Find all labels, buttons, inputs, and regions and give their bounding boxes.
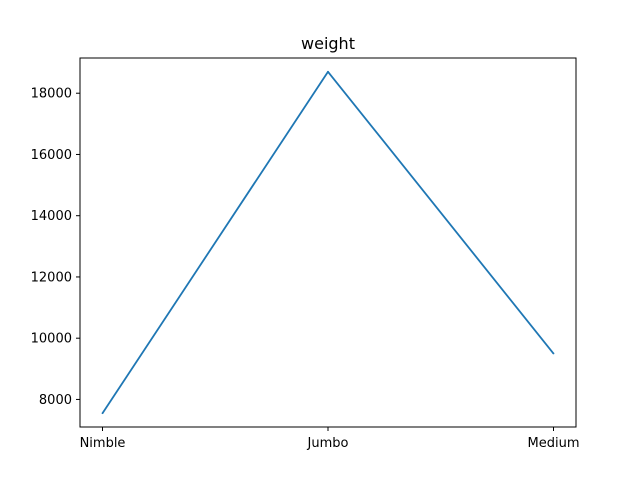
series-layer — [101, 70, 555, 415]
x-tick-label: Medium — [528, 436, 580, 451]
x-tick-label: Nimble — [80, 436, 126, 451]
y-tick-label: 8000 — [39, 393, 72, 408]
y-axis: 8000 10000 12000 14000 16000 18000 — [31, 87, 80, 408]
plot-area-frame — [79, 57, 577, 428]
y-tick-label: 12000 — [31, 270, 72, 285]
y-tick-label: 18000 — [31, 87, 72, 102]
y-tick-label: 10000 — [31, 332, 72, 347]
x-axis: Nimble Jumbo Medium — [80, 427, 580, 451]
y-tick-label: 14000 — [31, 209, 72, 224]
data-point-medium — [552, 352, 555, 355]
x-tick-label: Jumbo — [307, 436, 349, 451]
chart-title: weight — [301, 34, 355, 53]
data-point-nimble — [101, 412, 104, 415]
y-tick-label: 16000 — [31, 148, 72, 163]
data-point-jumbo — [327, 70, 329, 73]
